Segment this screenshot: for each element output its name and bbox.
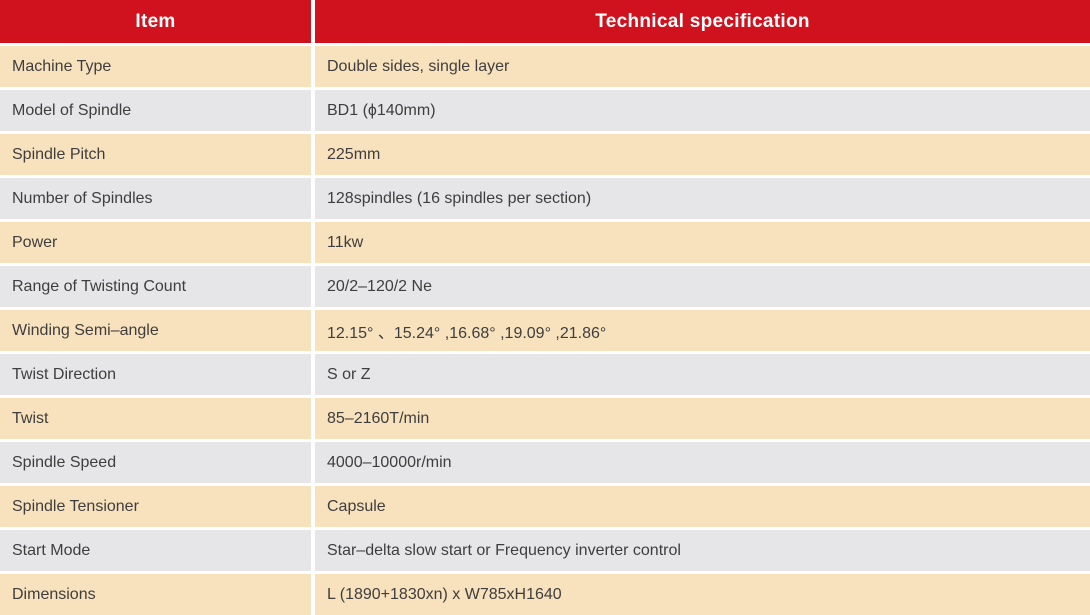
item-cell: Spindle Speed	[0, 442, 311, 483]
table-row: Spindle Speed 4000–10000r/min	[0, 442, 1090, 483]
item-cell: Number of Spindles	[0, 178, 311, 219]
table-row: Model of Spindle BD1 (ϕ140mm)	[0, 90, 1090, 131]
column-header-technical-specification: Technical specification	[315, 0, 1090, 43]
table-row: Power 11kw	[0, 222, 1090, 263]
table-row: Twist Direction S or Z	[0, 354, 1090, 395]
spec-cell: S or Z	[315, 354, 1090, 395]
column-header-item: Item	[0, 0, 311, 43]
table-row: Machine Type Double sides, single layer	[0, 46, 1090, 87]
spec-cell: Capsule	[315, 486, 1090, 527]
item-cell: Dimensions	[0, 574, 311, 615]
spec-cell: 20/2–120/2 Ne	[315, 266, 1090, 307]
item-cell: Twist	[0, 398, 311, 439]
table-row: Number of Spindles 128spindles (16 spindl…	[0, 178, 1090, 219]
table-body: Machine Type Double sides, single layer Mo…	[0, 46, 1090, 615]
table-header-row: Item Technical specification	[0, 0, 1090, 43]
spec-cell: Double sides, single layer	[315, 46, 1090, 87]
table-row: Twist 85–2160T/min	[0, 398, 1090, 439]
table-row: Range of Twisting Count 20/2–120/2 Ne	[0, 266, 1090, 307]
table-row: Dimensions L (1890+1830xn) x W785xH1640	[0, 574, 1090, 615]
item-cell: Power	[0, 222, 311, 263]
spec-cell: L (1890+1830xn) x W785xH1640	[315, 574, 1090, 615]
spec-cell: Star–delta slow start or Frequency inver…	[315, 530, 1090, 571]
spec-cell: BD1 (ϕ140mm)	[315, 90, 1090, 131]
spec-cell: 4000–10000r/min	[315, 442, 1090, 483]
item-cell: Model of Spindle	[0, 90, 311, 131]
spec-cell: 225mm	[315, 134, 1090, 175]
item-cell: Twist Direction	[0, 354, 311, 395]
spec-cell: 12.15° 、15.24° ,16.68° ,19.09° ,21.86°	[315, 310, 1090, 351]
table-row: Spindle Pitch 225mm	[0, 134, 1090, 175]
spec-cell: 85–2160T/min	[315, 398, 1090, 439]
table-row: Start Mode Star–delta slow start or Frequ…	[0, 530, 1090, 571]
table-row: Spindle Tensioner Capsule	[0, 486, 1090, 527]
spec-cell: 11kw	[315, 222, 1090, 263]
item-cell: Spindle Pitch	[0, 134, 311, 175]
item-cell: Range of Twisting Count	[0, 266, 311, 307]
item-cell: Start Mode	[0, 530, 311, 571]
item-cell: Machine Type	[0, 46, 311, 87]
table-row: Winding Semi–angle 12.15° 、15.24° ,16.68°…	[0, 310, 1090, 351]
item-cell: Spindle Tensioner	[0, 486, 311, 527]
spec-cell: 128spindles (16 spindles per section)	[315, 178, 1090, 219]
item-cell: Winding Semi–angle	[0, 310, 311, 351]
